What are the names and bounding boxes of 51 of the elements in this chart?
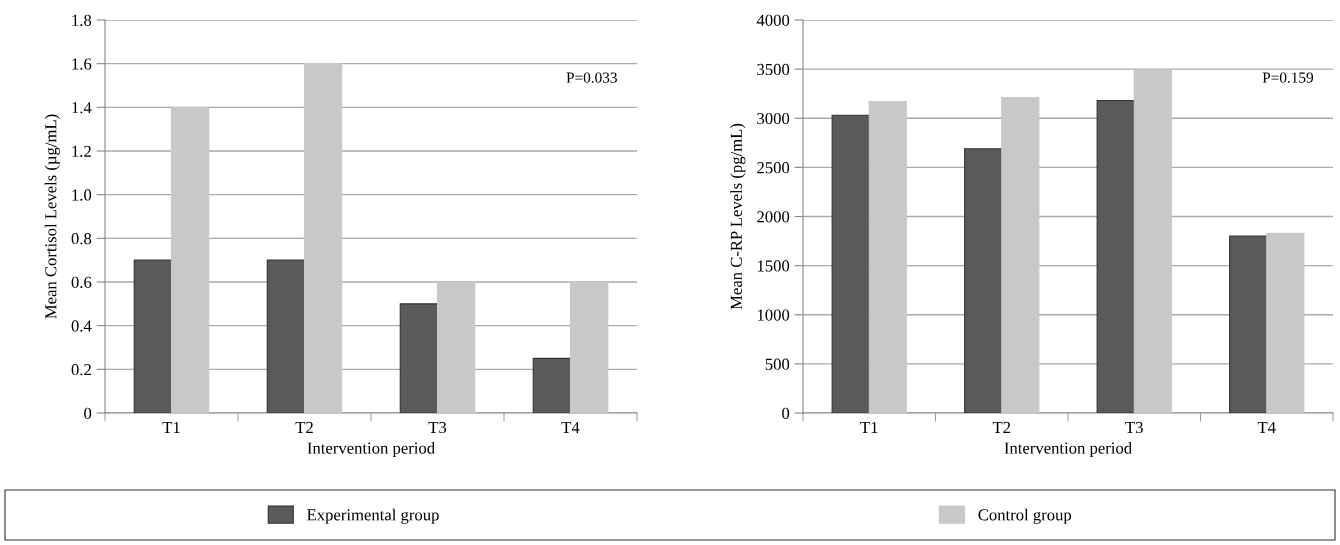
y-tick-label: 2000	[757, 211, 790, 223]
y-tick-label: 0.6	[71, 276, 92, 289]
bar	[170, 106, 210, 413]
x-tick-label: T1	[860, 421, 878, 433]
y-tick-label: 1.4	[72, 102, 92, 114]
y-tick-label: 1.2	[72, 145, 91, 158]
y-tick-label: 0	[782, 407, 790, 419]
bar	[569, 281, 609, 413]
y-tick-label: 3500	[757, 63, 790, 76]
bar	[266, 259, 306, 413]
y-tick-label: 1.0	[72, 189, 92, 201]
x-tick-label: T4	[1257, 421, 1276, 433]
legend-label: Experimental group	[307, 508, 439, 524]
bar	[436, 281, 476, 413]
y-axis-title: Mean C-RP Levels (pg/mL)	[730, 123, 746, 310]
bar	[964, 148, 1003, 413]
bar	[1266, 232, 1305, 413]
y-tick-label: 2500	[757, 162, 790, 174]
annotation: P=0.033	[566, 72, 617, 83]
x-axis-title: Intervention period	[307, 442, 435, 458]
y-tick-label: 1.6	[72, 58, 92, 70]
x-tick-label: T2	[295, 421, 313, 433]
y-tick-label: 1000	[757, 309, 790, 321]
x-tick-label: T4	[561, 421, 580, 433]
y-tick-label: 0.8	[71, 233, 92, 245]
bar	[1001, 97, 1040, 413]
legend-label: Control group	[978, 508, 1072, 524]
bar	[532, 357, 572, 413]
bar	[1096, 100, 1135, 413]
y-tick-label: 500	[765, 358, 790, 370]
y-tick-label: 4000	[756, 14, 790, 26]
x-tick-label: T2	[992, 421, 1011, 433]
annotation: P=0.159	[1262, 72, 1314, 83]
y-tick-label: 3000	[757, 112, 790, 125]
bar	[868, 100, 907, 413]
x-tick-label: T3	[1125, 421, 1143, 434]
y-axis-title: Mean Cortisol Levels (µg/mL)	[44, 114, 60, 319]
bar	[831, 114, 870, 413]
bar	[399, 303, 439, 413]
bar	[1133, 69, 1172, 413]
x-tick-label: T1	[162, 421, 180, 433]
bar	[1229, 235, 1268, 413]
y-tick-label: 0.4	[71, 320, 92, 332]
y-tick-label: 0	[84, 407, 92, 419]
x-tick-label: T3	[428, 421, 447, 434]
y-tick-label: 1500	[757, 260, 790, 272]
y-tick-label: 1.8	[72, 14, 92, 27]
bar	[303, 63, 343, 413]
x-axis-title: Intervention period	[1004, 442, 1132, 458]
y-tick-label: 0.2	[71, 364, 91, 376]
bar	[133, 259, 173, 413]
